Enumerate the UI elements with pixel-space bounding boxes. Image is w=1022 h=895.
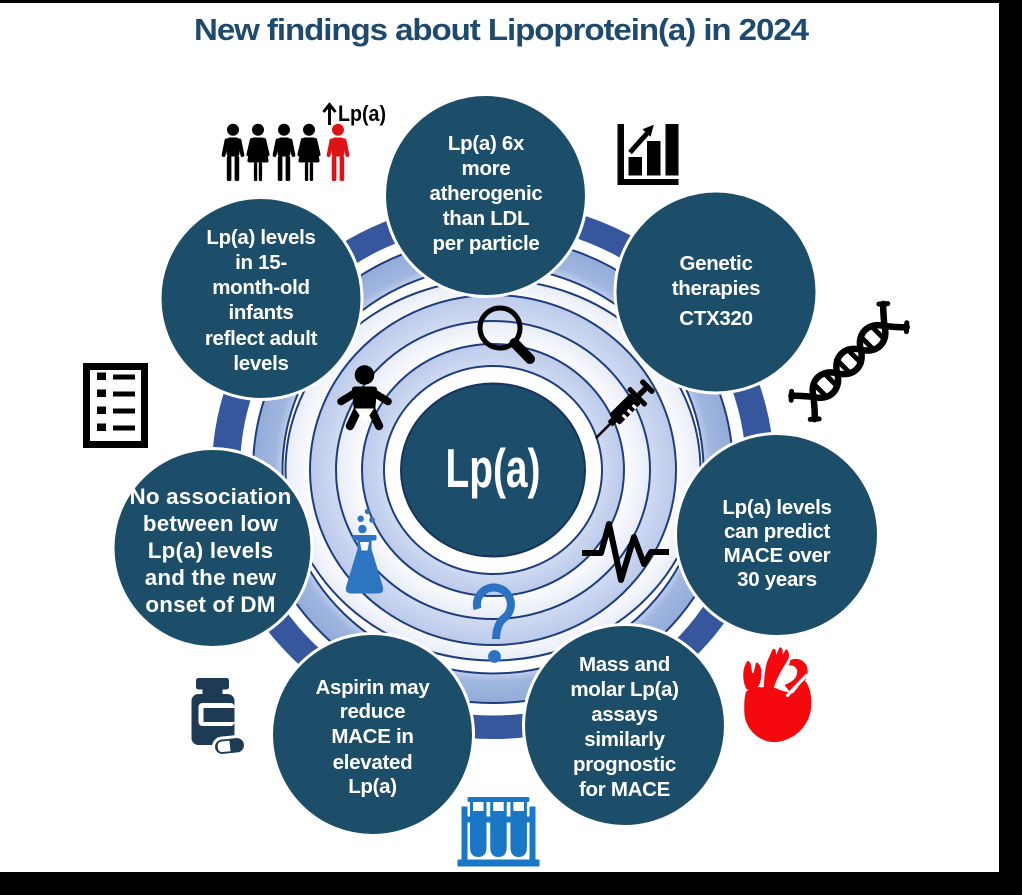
svg-text:New findings about Lipoprotein: New findings about Lipoprotein(a) in 202… xyxy=(194,12,810,47)
svg-text:assays: assays xyxy=(591,703,658,726)
svg-text:prognostic: prognostic xyxy=(573,753,676,776)
svg-text:between low: between low xyxy=(143,511,279,536)
svg-text:Lp(a) levels: Lp(a) levels xyxy=(206,226,315,249)
svg-text:Lp(a) levels: Lp(a) levels xyxy=(722,496,831,519)
svg-text:atherogenic: atherogenic xyxy=(430,182,543,205)
svg-text:infants: infants xyxy=(228,301,293,324)
svg-text:in 15-: in 15- xyxy=(235,251,287,274)
svg-text:therapies: therapies xyxy=(672,277,760,300)
svg-text:similarly: similarly xyxy=(584,728,665,751)
svg-text:MACE over: MACE over xyxy=(724,544,831,567)
svg-text:No association: No association xyxy=(129,484,291,509)
svg-text:can predict: can predict xyxy=(724,520,831,543)
svg-text:elevated: elevated xyxy=(333,751,413,774)
svg-text:CTX320: CTX320 xyxy=(679,307,752,330)
svg-text:reflect adult: reflect adult xyxy=(205,327,318,350)
svg-text:Lp(a): Lp(a) xyxy=(446,437,541,499)
svg-text:30 years: 30 years xyxy=(737,568,817,591)
svg-text:MACE in: MACE in xyxy=(331,725,413,748)
svg-text:Lp(a): Lp(a) xyxy=(338,101,386,126)
svg-text:more: more xyxy=(462,157,511,180)
svg-text:Lp(a) levels: Lp(a) levels xyxy=(148,538,274,563)
svg-text:levels: levels xyxy=(233,352,288,375)
svg-text:Genetic: Genetic xyxy=(679,252,752,275)
svg-text:Lp(a): Lp(a) xyxy=(348,775,397,798)
svg-text:for MACE: for MACE xyxy=(579,778,670,801)
svg-text:Aspirin may: Aspirin may xyxy=(315,676,430,699)
svg-text:month-old: month-old xyxy=(212,276,310,299)
svg-text:Mass and: Mass and xyxy=(579,653,670,676)
svg-text:onset of DM: onset of DM xyxy=(145,592,275,617)
svg-text:reduce: reduce xyxy=(340,700,405,723)
svg-text:than LDL: than LDL xyxy=(443,207,529,230)
svg-text:and the new: and the new xyxy=(145,565,277,590)
svg-text:per particle: per particle xyxy=(433,232,540,255)
svg-text:molar Lp(a): molar Lp(a) xyxy=(570,678,678,701)
svg-text:Lp(a) 6x: Lp(a) 6x xyxy=(448,132,525,155)
